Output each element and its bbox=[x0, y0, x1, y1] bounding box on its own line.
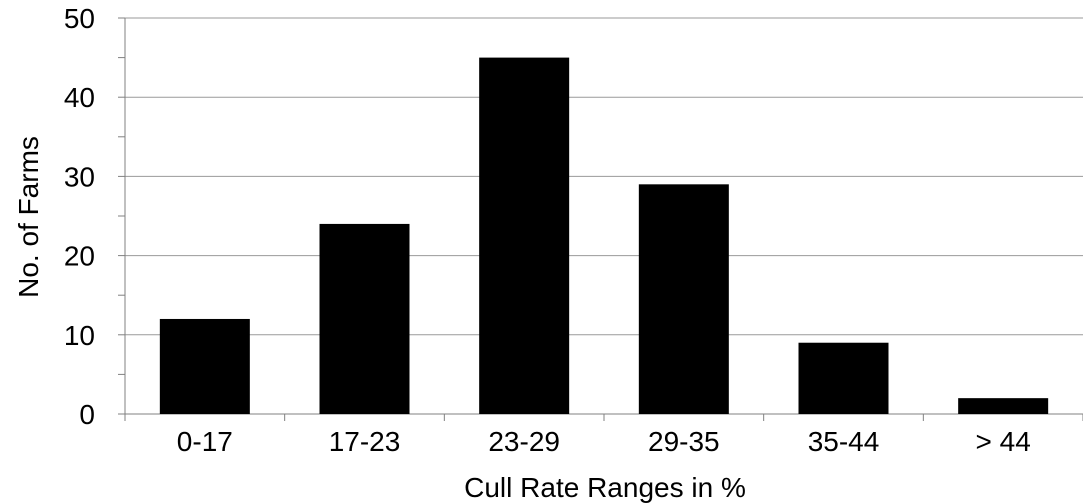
y-tick-label: 40 bbox=[64, 82, 95, 113]
x-tick-label: 17-23 bbox=[329, 426, 401, 457]
axes bbox=[118, 17, 1083, 421]
x-tick-label: 0-17 bbox=[177, 426, 233, 457]
x-axis-label: Cull Rate Ranges in % bbox=[464, 472, 746, 503]
y-tick-label: 50 bbox=[64, 3, 95, 34]
y-tick-label: 0 bbox=[79, 399, 95, 430]
y-tick-label: 30 bbox=[64, 161, 95, 192]
bar-29-35 bbox=[638, 184, 729, 414]
bars bbox=[159, 57, 1049, 414]
x-tick-labels: 0-17 17-23 23-29 29-35 35-44 > 44 bbox=[177, 426, 1031, 457]
y-axis-label: No. of Farms bbox=[13, 136, 44, 298]
y-tick-label: 10 bbox=[64, 320, 95, 351]
x-tick-label: > 44 bbox=[976, 426, 1031, 457]
y-tick-labels: 0 10 20 30 40 50 bbox=[64, 3, 95, 430]
bar-17-23 bbox=[319, 223, 410, 414]
gridlines bbox=[125, 17, 1083, 336]
bar-44 bbox=[958, 398, 1049, 414]
bar-23-29 bbox=[479, 57, 570, 414]
bar-0-17 bbox=[159, 318, 250, 414]
x-tick-label: 29-35 bbox=[648, 426, 720, 457]
y-tick-label: 20 bbox=[64, 241, 95, 272]
bar-35-44 bbox=[798, 342, 889, 414]
x-tick-label: 35-44 bbox=[808, 426, 880, 457]
x-tick-label: 23-29 bbox=[488, 426, 560, 457]
